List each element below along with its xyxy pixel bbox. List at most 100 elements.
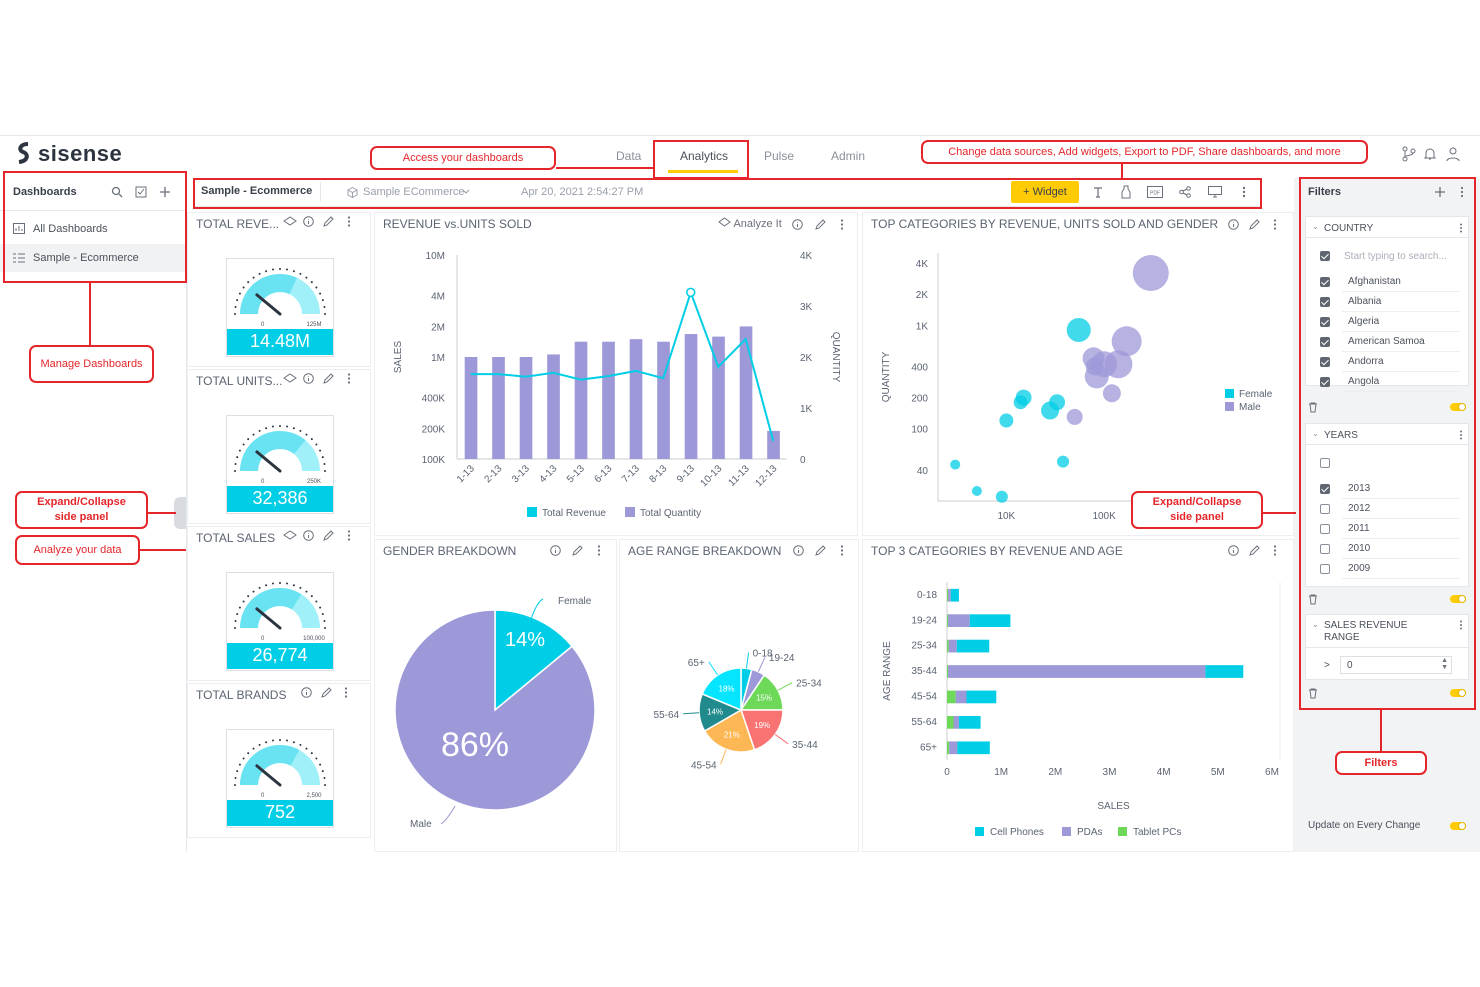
edit-pencil-icon[interactable] bbox=[815, 545, 826, 556]
bar-total-quantity[interactable] bbox=[629, 339, 643, 459]
country-filter-toggle[interactable] bbox=[1450, 403, 1466, 411]
year-option[interactable]: 2011 bbox=[1306, 523, 1468, 543]
analyze-it-button[interactable]: Analyze It bbox=[718, 217, 782, 230]
more-menu-icon[interactable] bbox=[1459, 430, 1463, 440]
bar-total-quantity[interactable] bbox=[492, 357, 505, 459]
edit-pencil-icon[interactable] bbox=[323, 530, 335, 541]
kpi-widget[interactable]: TOTAL SALES 0 100,000 26,774 bbox=[187, 526, 371, 681]
info-icon[interactable] bbox=[303, 216, 314, 227]
range-value-input[interactable]: 0 ▲ ▼ bbox=[1340, 656, 1452, 674]
edit-pencil-icon[interactable] bbox=[572, 545, 583, 556]
edit-pencil-icon[interactable] bbox=[323, 216, 335, 227]
scatter-point[interactable] bbox=[1111, 326, 1142, 357]
delete-filter-years[interactable] bbox=[1308, 592, 1318, 610]
bar-segment[interactable] bbox=[947, 665, 949, 678]
bar-segment[interactable] bbox=[948, 639, 957, 653]
edit-pencil-icon[interactable] bbox=[1249, 545, 1260, 556]
year-checkbox[interactable] bbox=[1320, 544, 1330, 554]
widget-actions[interactable] bbox=[283, 216, 351, 230]
legend-label[interactable]: Cell Phones bbox=[990, 827, 1044, 838]
bar-segment[interactable] bbox=[948, 614, 970, 628]
widget-actions[interactable] bbox=[283, 687, 348, 701]
pie-slice[interactable] bbox=[394, 609, 596, 811]
share-icon[interactable] bbox=[1179, 186, 1191, 198]
country-checkbox[interactable] bbox=[1320, 337, 1330, 347]
more-menu-icon[interactable] bbox=[1273, 219, 1277, 230]
year-checkbox[interactable] bbox=[1320, 564, 1330, 574]
update-on-change-toggle[interactable] bbox=[1450, 822, 1466, 830]
select-icon[interactable] bbox=[135, 186, 147, 198]
bar-total-quantity[interactable] bbox=[712, 336, 725, 459]
bar-segment[interactable] bbox=[955, 690, 967, 704]
edit-pencil-icon[interactable] bbox=[323, 373, 335, 384]
add-filter-icon[interactable] bbox=[1434, 186, 1446, 198]
bar-segment[interactable] bbox=[947, 639, 949, 653]
bar-total-quantity[interactable] bbox=[602, 341, 615, 459]
delete-filter-country[interactable] bbox=[1308, 400, 1318, 418]
scatter-point[interactable] bbox=[1066, 318, 1091, 343]
kpi-widget[interactable]: TOTAL UNITS... 0 250K 32,386 bbox=[187, 369, 371, 524]
legend-label[interactable]: Male bbox=[1239, 402, 1261, 413]
kpi-widget[interactable]: TOTAL BRANDS 0 2,500 752 bbox=[187, 683, 371, 838]
year-checkbox[interactable] bbox=[1320, 524, 1330, 534]
search-icon[interactable] bbox=[111, 186, 123, 198]
bar-segment[interactable] bbox=[1205, 665, 1244, 678]
revenue-units-widget[interactable]: REVENUE vs.UNITS SOLD Analyze It 10M 4M 2M… bbox=[374, 212, 858, 536]
more-menu-icon[interactable] bbox=[840, 219, 844, 230]
datasource-selector[interactable]: Sample ECommerce bbox=[363, 186, 465, 198]
country-option[interactable]: Albania bbox=[1306, 296, 1468, 316]
year-option[interactable]: 2013 bbox=[1306, 483, 1468, 503]
sales-filter-toggle[interactable] bbox=[1450, 689, 1466, 697]
bar-segment[interactable] bbox=[947, 690, 956, 704]
delete-filter-sales[interactable] bbox=[1308, 686, 1318, 704]
top3-categories-widget[interactable]: TOP 3 CATEGORIES BY REVENUE AND AGE 0 1M 2… bbox=[862, 539, 1294, 852]
bar-total-quantity[interactable] bbox=[519, 357, 533, 459]
info-icon[interactable] bbox=[550, 545, 561, 556]
analyze-icon[interactable] bbox=[283, 530, 297, 541]
export-pdf-icon[interactable]: PDF bbox=[1147, 186, 1163, 198]
edit-pencil-icon[interactable] bbox=[1249, 219, 1260, 230]
legend-label[interactable]: PDAs bbox=[1077, 827, 1103, 838]
country-checkbox[interactable] bbox=[1320, 297, 1330, 307]
country-option[interactable]: Angola bbox=[1306, 376, 1468, 396]
more-menu-icon[interactable] bbox=[1460, 186, 1464, 198]
scatter-point[interactable] bbox=[971, 485, 982, 496]
filter-icon[interactable] bbox=[1121, 185, 1131, 199]
bar-segment[interactable] bbox=[958, 716, 981, 729]
text-widget-icon[interactable] bbox=[1092, 186, 1104, 198]
bar-total-quantity[interactable] bbox=[684, 334, 698, 459]
bar-segment[interactable] bbox=[949, 741, 958, 755]
bar-total-quantity[interactable] bbox=[574, 341, 588, 459]
edit-pencil-icon[interactable] bbox=[815, 219, 826, 230]
country-option[interactable]: American Samoa bbox=[1306, 336, 1468, 356]
scatter-point[interactable] bbox=[1049, 394, 1066, 411]
presentation-icon[interactable] bbox=[1208, 186, 1222, 198]
legend-label[interactable]: Total Revenue bbox=[542, 508, 606, 519]
pie-slice[interactable] bbox=[494, 609, 574, 712]
scatter-point[interactable] bbox=[1104, 350, 1133, 379]
bar-segment[interactable] bbox=[957, 741, 990, 755]
bar-segment[interactable] bbox=[947, 716, 954, 729]
info-icon[interactable] bbox=[793, 545, 804, 556]
country-checkbox[interactable] bbox=[1320, 317, 1330, 327]
info-icon[interactable] bbox=[301, 687, 312, 698]
bar-segment[interactable] bbox=[947, 741, 950, 755]
bar-segment[interactable] bbox=[969, 614, 1011, 628]
legend-label[interactable]: Tablet PCs bbox=[1133, 827, 1181, 838]
years-filter-toggle[interactable] bbox=[1450, 595, 1466, 603]
year-option[interactable]: 2010 bbox=[1306, 543, 1468, 563]
bell-icon[interactable] bbox=[1422, 146, 1438, 162]
legend-label[interactable]: Total Quantity bbox=[640, 508, 701, 519]
bar-segment[interactable] bbox=[947, 588, 949, 602]
revenue-units-chart[interactable]: 10M 4M 2M 1M 400K 200K 100K 4K 3K 2K 1K 0 SALES QUANT… bbox=[375, 235, 857, 535]
country-option[interactable]: Afghanistan bbox=[1306, 276, 1468, 296]
country-checkbox[interactable] bbox=[1320, 357, 1330, 367]
more-menu-icon[interactable] bbox=[347, 216, 351, 227]
chevron-down-icon[interactable] bbox=[462, 189, 470, 195]
year-option[interactable]: 2009 bbox=[1306, 563, 1468, 583]
expand-collapse-left-handle[interactable] bbox=[174, 497, 186, 529]
bar-segment[interactable] bbox=[956, 639, 990, 653]
tab-analytics[interactable]: Analytics bbox=[680, 149, 729, 163]
info-icon[interactable] bbox=[1228, 219, 1239, 230]
scatter-point[interactable] bbox=[995, 490, 1008, 503]
